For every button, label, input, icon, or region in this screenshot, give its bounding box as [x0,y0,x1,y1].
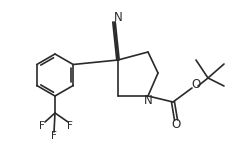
Text: F: F [39,121,45,131]
Text: N: N [114,11,122,24]
Text: O: O [191,78,201,91]
Text: F: F [67,121,73,131]
Text: F: F [51,131,57,141]
Text: N: N [144,95,152,107]
Text: O: O [171,119,181,132]
